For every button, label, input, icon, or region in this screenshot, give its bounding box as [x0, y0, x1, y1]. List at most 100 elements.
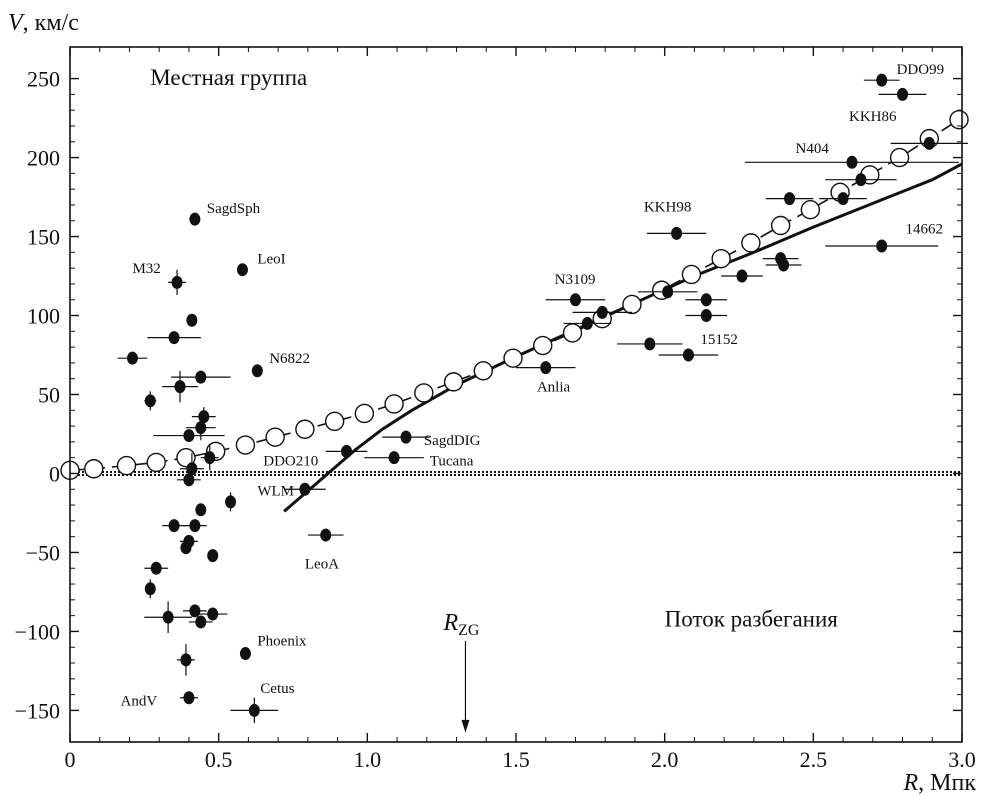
galaxy-point: [671, 226, 683, 240]
region-label: Местная группа: [150, 65, 307, 90]
galaxy-point: [239, 647, 251, 661]
galaxy-label: N404: [795, 141, 829, 157]
galaxy-labels-layer: SagdSph M32 LeoI N6822 DDO210 SagdDIG Tucana WL…: [121, 62, 944, 733]
galaxy-label: M32: [132, 261, 160, 277]
galaxy-point: [195, 503, 207, 517]
galaxy-point: [388, 451, 400, 465]
galaxy-label: WLM: [257, 484, 294, 500]
open-circle-point: [116, 455, 137, 476]
galaxy-point: [171, 275, 183, 289]
open-circle-point: [235, 435, 256, 455]
galaxy-label: SagdDIG: [424, 433, 481, 449]
x-tick-label: 3.0: [948, 747, 976, 772]
galaxy-label: N6822: [269, 351, 310, 367]
galaxy-point: [855, 173, 867, 187]
galaxy-point: [189, 519, 201, 533]
galaxy-label: Cetus: [260, 681, 294, 697]
galaxy-point: [736, 269, 748, 283]
y-axis-title-unit: , км/с: [23, 10, 79, 36]
region-label: Поток разбегания: [665, 607, 839, 632]
galaxy-label: Phoenix: [257, 634, 307, 650]
galaxy-point: [837, 192, 849, 206]
open-circle-point: [741, 233, 761, 253]
y-tick-label: 0: [49, 461, 60, 486]
open-circle-point: [324, 411, 345, 432]
x-axis-title-unit: , Мпк: [918, 770, 976, 796]
galaxy-point: [581, 316, 593, 330]
galaxy-point: [168, 331, 180, 345]
open-circle-point: [176, 447, 196, 468]
open-circle-point: [711, 248, 731, 269]
galaxy-point: [207, 607, 219, 621]
zero-velocity-line-layer: [70, 470, 962, 476]
y-tick-label: 100: [27, 304, 60, 329]
galaxy-point: [923, 136, 935, 150]
y-tick-label: 50: [38, 383, 60, 408]
y-axis-title: V, км/с: [8, 10, 79, 36]
open-circle-point: [295, 419, 315, 439]
galaxy-point: [162, 610, 174, 624]
x-tick-label: 0.5: [205, 747, 233, 772]
open-circle-point: [562, 323, 583, 343]
galaxy-point: [225, 495, 237, 509]
galaxy-point: [180, 653, 192, 667]
galaxy-label: KKH98: [644, 199, 692, 215]
galaxy-point: [644, 337, 656, 351]
galaxy-point: [174, 380, 186, 394]
galaxy-point: [299, 482, 311, 496]
galaxy-point: [846, 155, 858, 169]
open-circle-point: [414, 383, 434, 403]
open-circle-point: [146, 452, 166, 473]
galaxy-point: [189, 604, 201, 618]
galaxy-point: [144, 394, 156, 408]
x-axis-title-symbol: R: [902, 770, 918, 796]
galaxy-point: [183, 473, 195, 487]
galaxy-label: 14662: [906, 221, 944, 237]
galaxy-point: [150, 561, 162, 575]
galaxy-point: [778, 258, 790, 272]
galaxy-point: [540, 361, 552, 375]
galaxy-label: AndV: [121, 694, 158, 710]
galaxy-point: [126, 351, 138, 365]
galaxy-point: [596, 305, 608, 319]
open-circle-point: [622, 294, 642, 315]
galaxy-point: [207, 549, 219, 563]
galaxy-point: [400, 430, 412, 444]
y-tick-label: 200: [27, 146, 60, 171]
galaxy-point: [700, 293, 712, 307]
curves-layer: [60, 109, 969, 513]
rzg-arrow-head: [461, 719, 470, 733]
galaxy-point: [700, 309, 712, 323]
galaxy-point: [183, 429, 195, 443]
galaxy-point: [183, 691, 195, 705]
galaxy-point: [198, 410, 210, 424]
rzg-label-sub: ZG: [458, 622, 480, 639]
galaxy-point: [248, 703, 260, 717]
galaxy-label: N3109: [555, 272, 596, 288]
galaxy-label: 15152: [700, 332, 738, 348]
galaxy-point: [180, 541, 192, 555]
galaxy-point: [569, 293, 581, 307]
galaxy-point: [251, 364, 263, 378]
galaxy-point: [662, 285, 674, 299]
galaxy-label: Tucana: [430, 454, 474, 470]
galaxy-point: [195, 615, 207, 629]
galaxy-point: [876, 73, 888, 87]
y-tick-label: −150: [15, 698, 60, 723]
x-tick-label: 2.5: [800, 747, 828, 772]
galaxy-point: [144, 582, 156, 596]
galaxy-points-layer: [117, 73, 968, 724]
galaxy-point: [320, 528, 332, 542]
galaxy-point: [168, 519, 180, 533]
galaxy-point: [876, 239, 888, 253]
open-circle-point: [84, 459, 104, 479]
x-axis-title: R, Мпк: [902, 770, 976, 796]
y-tick-label: −50: [26, 540, 60, 565]
axes-layer: 0 0.5 1.0 1.5 2.0 2.5 3.0 −150 −100 −50 0 50 100 150 2…: [15, 46, 976, 772]
x-tick-label: 1.5: [502, 747, 530, 772]
open-circle-point: [889, 147, 910, 168]
open-circle-point: [770, 215, 791, 236]
y-tick-label: 250: [27, 67, 60, 92]
galaxy-point: [784, 192, 796, 206]
open-circle-point: [354, 403, 375, 424]
